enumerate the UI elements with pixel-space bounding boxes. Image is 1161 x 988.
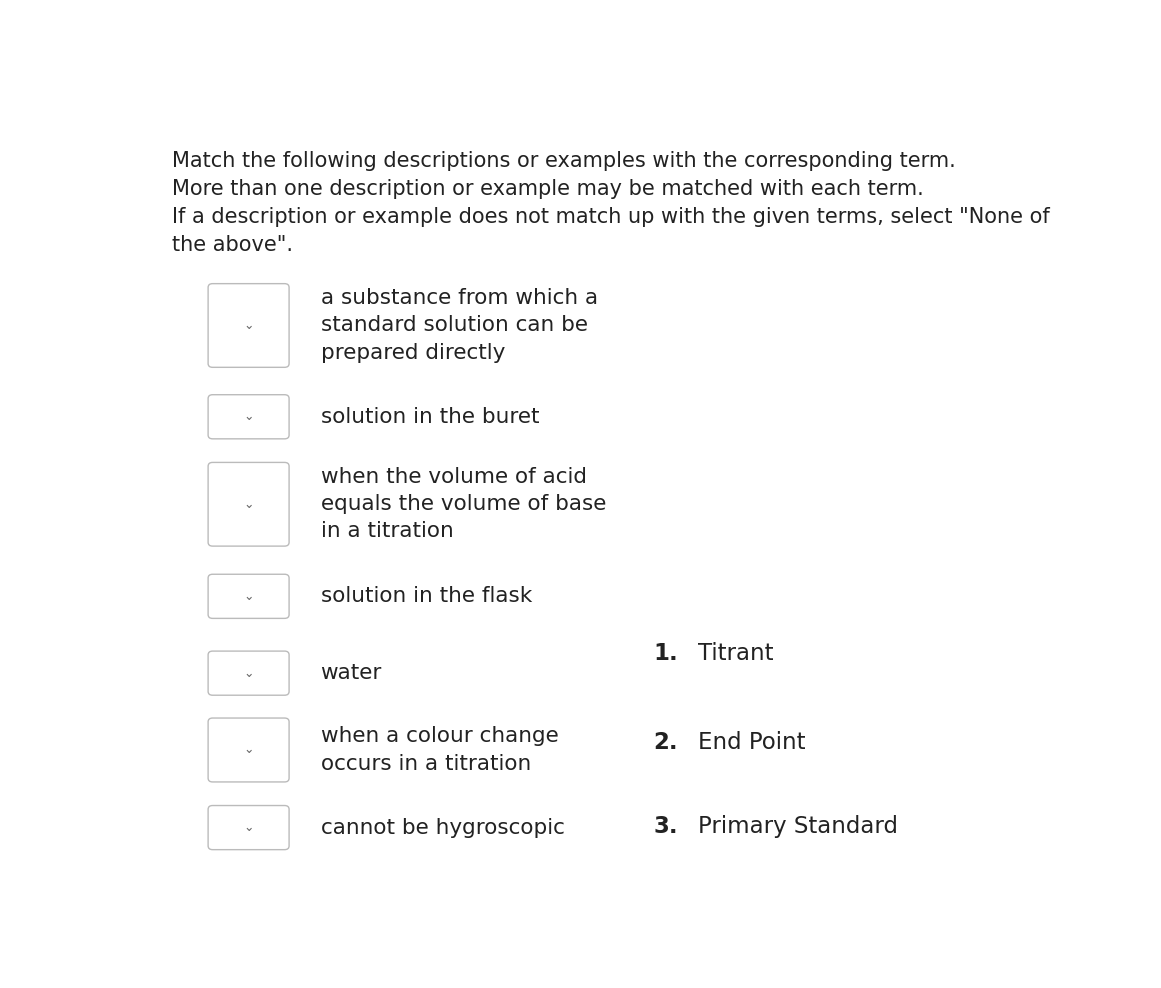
Text: ⌄: ⌄ <box>244 667 254 680</box>
FancyBboxPatch shape <box>208 462 289 546</box>
Text: ⌄: ⌄ <box>244 410 254 423</box>
FancyBboxPatch shape <box>208 651 289 696</box>
Text: If a description or example does not match up with the given terms, select "None: If a description or example does not mat… <box>172 206 1050 227</box>
Text: when a colour change
occurs in a titration: when a colour change occurs in a titrati… <box>320 726 558 774</box>
FancyBboxPatch shape <box>208 718 289 782</box>
Text: Titrant: Titrant <box>699 642 774 665</box>
Text: the above".: the above". <box>172 235 293 255</box>
FancyBboxPatch shape <box>208 395 289 439</box>
FancyBboxPatch shape <box>208 574 289 618</box>
FancyBboxPatch shape <box>208 805 289 850</box>
Text: Primary Standard: Primary Standard <box>699 815 899 839</box>
Text: 3.: 3. <box>654 815 678 839</box>
Text: a substance from which a
standard solution can be
prepared directly: a substance from which a standard soluti… <box>320 288 598 363</box>
Text: 2.: 2. <box>654 731 678 754</box>
Text: ⌄: ⌄ <box>244 821 254 834</box>
Text: when the volume of acid
equals the volume of base
in a titration: when the volume of acid equals the volum… <box>320 467 606 541</box>
FancyBboxPatch shape <box>208 284 289 368</box>
Text: ⌄: ⌄ <box>244 744 254 757</box>
Text: solution in the buret: solution in the buret <box>320 407 539 427</box>
Text: ⌄: ⌄ <box>244 590 254 603</box>
Text: More than one description or example may be matched with each term.: More than one description or example may… <box>172 179 924 199</box>
Text: water: water <box>320 663 382 683</box>
Text: 1.: 1. <box>654 642 678 665</box>
Text: solution in the flask: solution in the flask <box>320 586 532 607</box>
Text: cannot be hygroscopic: cannot be hygroscopic <box>320 818 564 838</box>
Text: Match the following descriptions or examples with the corresponding term.: Match the following descriptions or exam… <box>172 150 956 171</box>
Text: End Point: End Point <box>699 731 806 754</box>
Text: ⌄: ⌄ <box>244 498 254 511</box>
Text: ⌄: ⌄ <box>244 319 254 332</box>
